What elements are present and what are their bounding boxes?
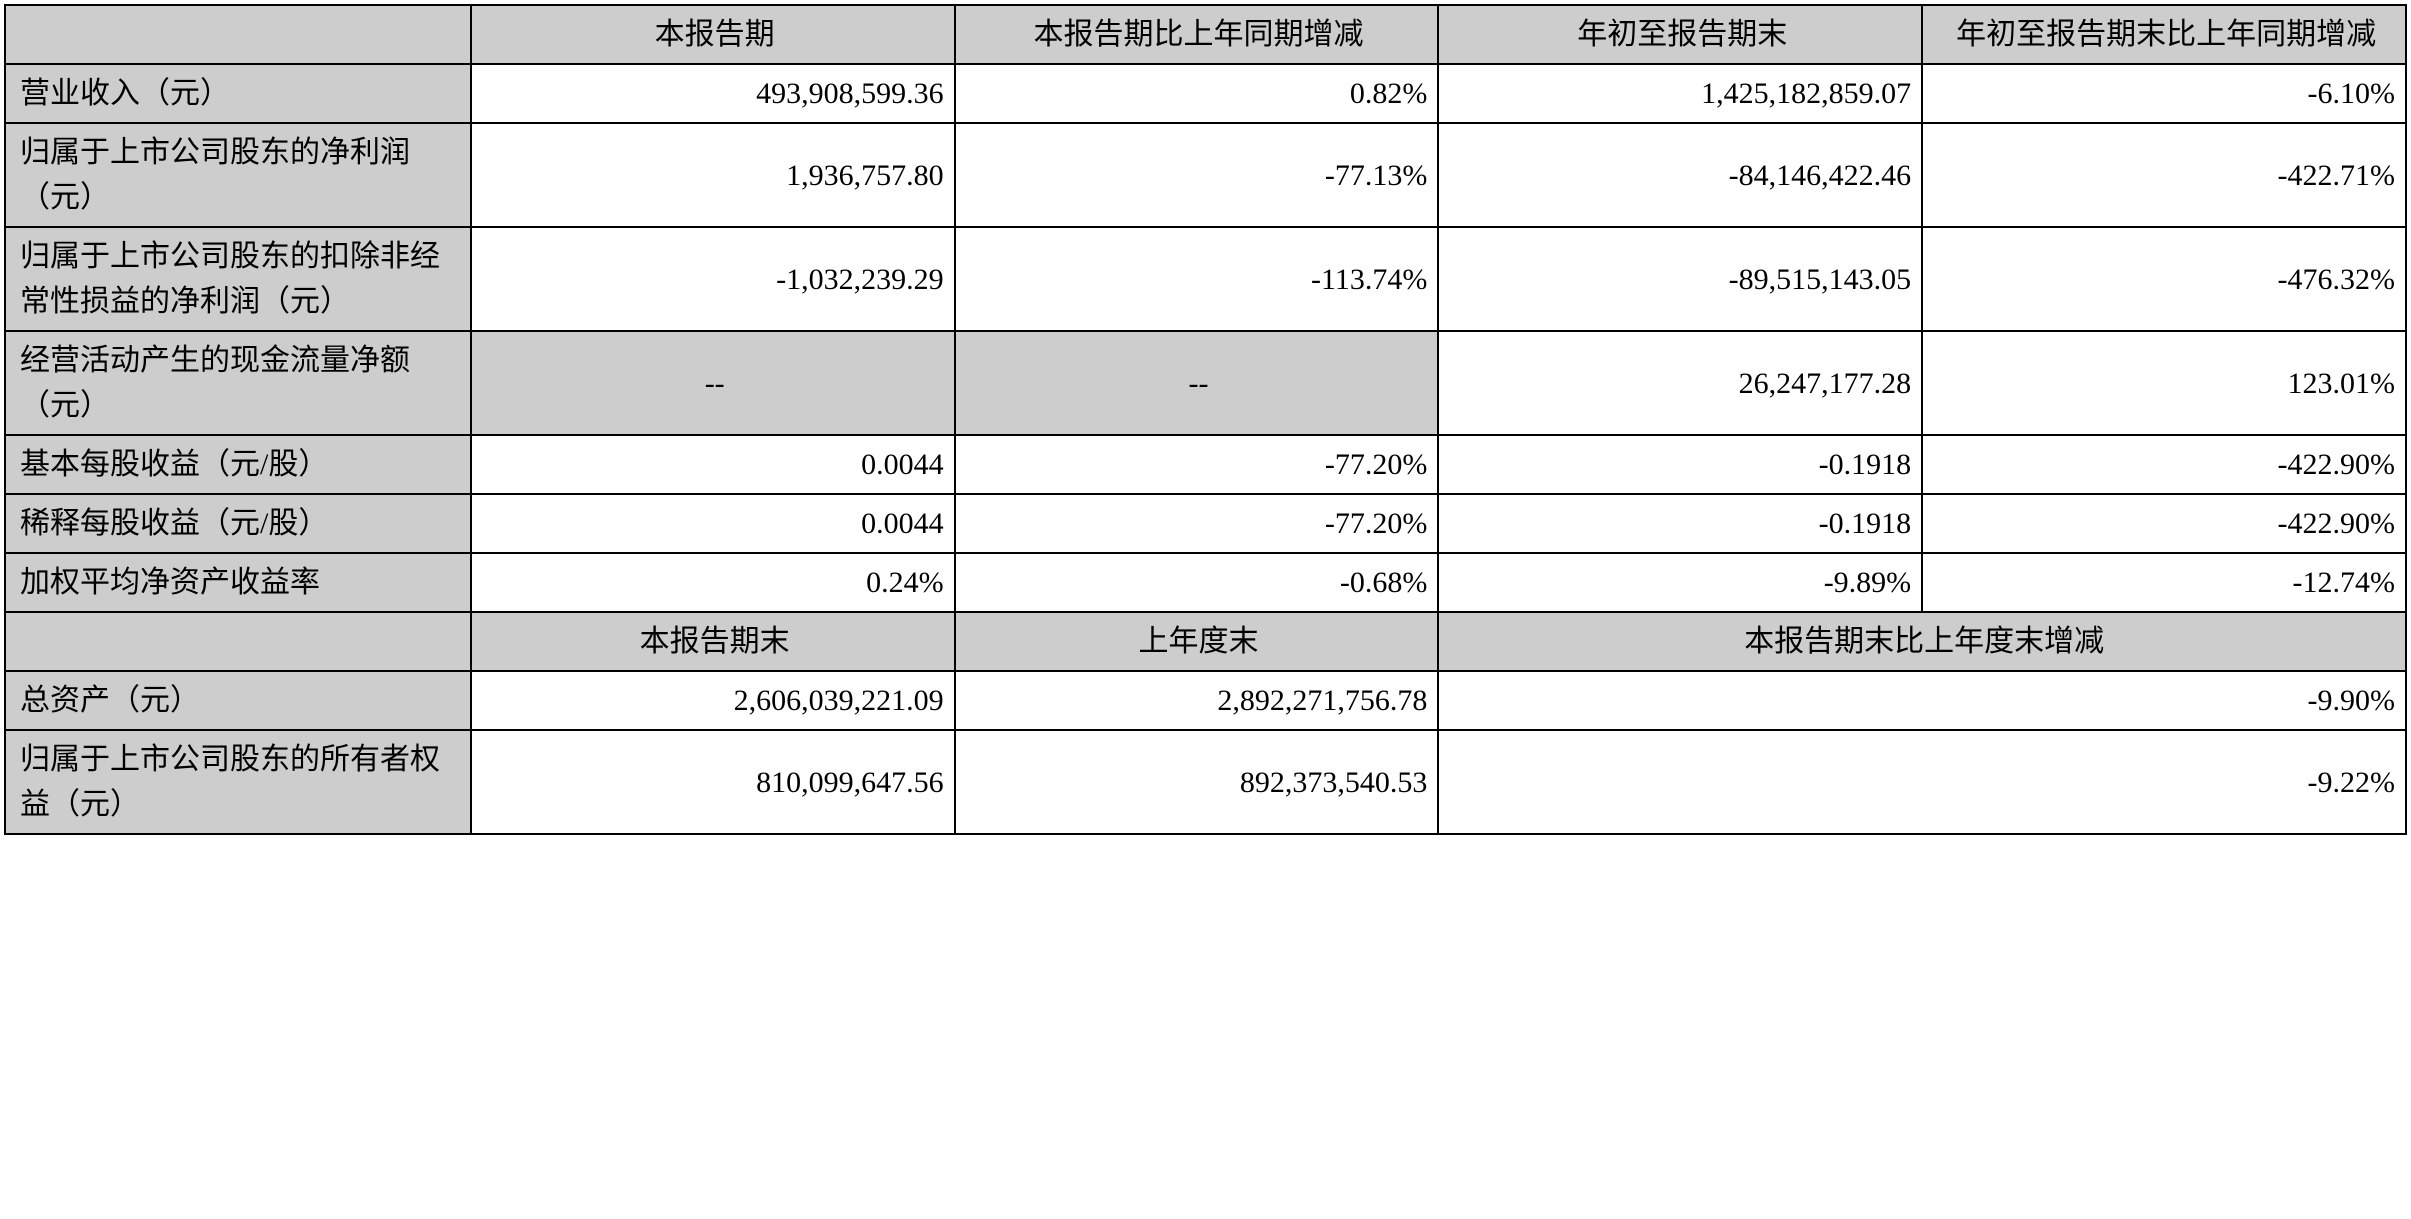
financial-summary-table: 本报告期 本报告期比上年同期增减 年初至报告期末 年初至报告期末比上年同期增减 … [4, 4, 2407, 835]
cell-value: 0.0044 [471, 435, 955, 494]
header-col4: 年初至报告期末比上年同期增减 [1922, 5, 2406, 64]
cell-value: -9.89% [1438, 553, 1922, 612]
cell-value: 0.0044 [471, 494, 955, 553]
cell-value: 810,099,647.56 [471, 730, 955, 834]
cell-value: -9.22% [1438, 730, 2406, 834]
cell-value: -84,146,422.46 [1438, 123, 1922, 227]
cell-dash: -- [955, 331, 1439, 435]
row-label: 归属于上市公司股东的净利润（元） [5, 123, 471, 227]
header2-col1: 本报告期末 [471, 612, 955, 671]
table-row: 归属于上市公司股东的扣除非经常性损益的净利润（元） -1,032,239.29 … [5, 227, 2406, 331]
header-col3: 年初至报告期末 [1438, 5, 1922, 64]
cell-value: -6.10% [1922, 64, 2406, 123]
cell-value: -77.20% [955, 494, 1439, 553]
header-col1: 本报告期 [471, 5, 955, 64]
header2-col2: 上年度末 [955, 612, 1439, 671]
table-row: 营业收入（元） 493,908,599.36 0.82% 1,425,182,8… [5, 64, 2406, 123]
table-row: 归属于上市公司股东的净利润（元） 1,936,757.80 -77.13% -8… [5, 123, 2406, 227]
cell-value: 0.82% [955, 64, 1439, 123]
table-row: 总资产（元） 2,606,039,221.09 2,892,271,756.78… [5, 671, 2406, 730]
cell-value: -422.90% [1922, 435, 2406, 494]
table-row: 稀释每股收益（元/股） 0.0044 -77.20% -0.1918 -422.… [5, 494, 2406, 553]
table-row: 归属于上市公司股东的所有者权益（元） 810,099,647.56 892,37… [5, 730, 2406, 834]
cell-value: 123.01% [1922, 331, 2406, 435]
header-col2: 本报告期比上年同期增减 [955, 5, 1439, 64]
header-row-2: 本报告期末 上年度末 本报告期末比上年度末增减 [5, 612, 2406, 671]
row-label: 归属于上市公司股东的扣除非经常性损益的净利润（元） [5, 227, 471, 331]
header-blank-2 [5, 612, 471, 671]
row-label: 稀释每股收益（元/股） [5, 494, 471, 553]
cell-dash: -- [471, 331, 955, 435]
row-label: 基本每股收益（元/股） [5, 435, 471, 494]
row-label: 经营活动产生的现金流量净额（元） [5, 331, 471, 435]
cell-value: 0.24% [471, 553, 955, 612]
cell-value: -1,032,239.29 [471, 227, 955, 331]
cell-value: -12.74% [1922, 553, 2406, 612]
cell-value: -77.20% [955, 435, 1439, 494]
cell-value: -0.1918 [1438, 494, 1922, 553]
cell-value: 892,373,540.53 [955, 730, 1439, 834]
cell-value: 493,908,599.36 [471, 64, 955, 123]
table-row: 经营活动产生的现金流量净额（元） -- -- 26,247,177.28 123… [5, 331, 2406, 435]
cell-value: -9.90% [1438, 671, 2406, 730]
header2-col34: 本报告期末比上年度末增减 [1438, 612, 2406, 671]
cell-value: -89,515,143.05 [1438, 227, 1922, 331]
cell-value: -476.32% [1922, 227, 2406, 331]
cell-value: 26,247,177.28 [1438, 331, 1922, 435]
cell-value: -0.68% [955, 553, 1439, 612]
table-row: 基本每股收益（元/股） 0.0044 -77.20% -0.1918 -422.… [5, 435, 2406, 494]
cell-value: 1,936,757.80 [471, 123, 955, 227]
cell-value: -422.90% [1922, 494, 2406, 553]
cell-value: 1,425,182,859.07 [1438, 64, 1922, 123]
row-label: 加权平均净资产收益率 [5, 553, 471, 612]
cell-value: 2,606,039,221.09 [471, 671, 955, 730]
cell-value: -0.1918 [1438, 435, 1922, 494]
row-label: 总资产（元） [5, 671, 471, 730]
cell-value: 2,892,271,756.78 [955, 671, 1439, 730]
table-row: 加权平均净资产收益率 0.24% -0.68% -9.89% -12.74% [5, 553, 2406, 612]
table-body: 本报告期 本报告期比上年同期增减 年初至报告期末 年初至报告期末比上年同期增减 … [5, 5, 2406, 834]
row-label: 归属于上市公司股东的所有者权益（元） [5, 730, 471, 834]
cell-value: -422.71% [1922, 123, 2406, 227]
cell-value: -113.74% [955, 227, 1439, 331]
cell-value: -77.13% [955, 123, 1439, 227]
header-blank-1 [5, 5, 471, 64]
header-row-1: 本报告期 本报告期比上年同期增减 年初至报告期末 年初至报告期末比上年同期增减 [5, 5, 2406, 64]
row-label: 营业收入（元） [5, 64, 471, 123]
